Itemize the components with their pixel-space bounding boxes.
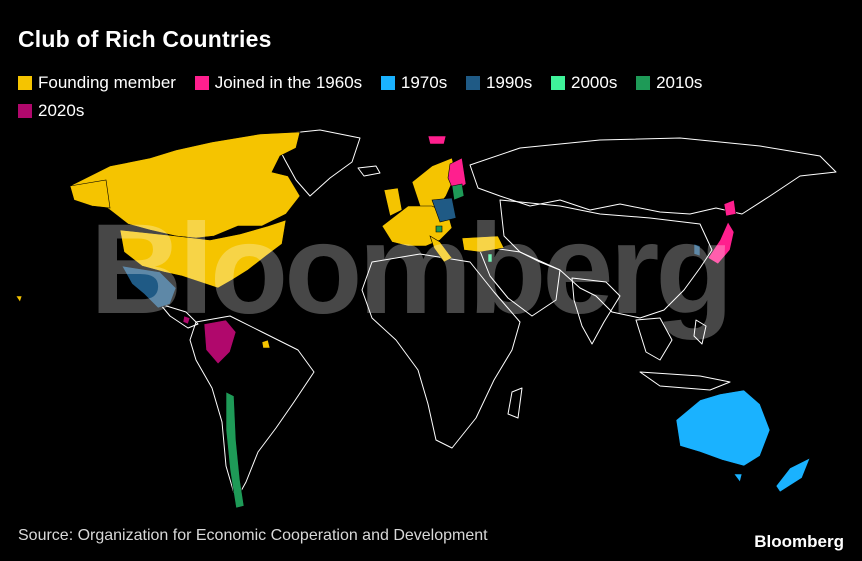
country-italy bbox=[429, 235, 453, 263]
brand-logo: Bloomberg bbox=[754, 532, 844, 551]
legend-item-1960s: Joined in the 1960s bbox=[194, 70, 363, 96]
country-turkey bbox=[461, 235, 505, 253]
legend-label: 1970s bbox=[400, 73, 448, 92]
region-madagascar bbox=[507, 387, 523, 419]
legend-swatch bbox=[380, 76, 395, 90]
legend: Founding member Joined in the 1960s 1970… bbox=[18, 70, 798, 126]
country-mexico bbox=[121, 265, 177, 309]
legend-label: 2000s bbox=[571, 73, 618, 92]
country-alaska bbox=[69, 179, 111, 209]
country-new-zealand bbox=[775, 457, 811, 493]
legend-label: Joined in the 1960s bbox=[214, 73, 363, 92]
region-indonesia bbox=[639, 371, 731, 391]
country-united-states bbox=[119, 219, 287, 289]
legend-swatch bbox=[18, 76, 32, 90]
country-guyana-region bbox=[261, 339, 271, 349]
region-middle-east bbox=[477, 245, 561, 317]
world-map bbox=[15, 129, 837, 509]
country-western-europe bbox=[381, 205, 453, 247]
country-denmark bbox=[427, 135, 447, 145]
legend-swatch bbox=[465, 76, 480, 90]
legend-swatch bbox=[636, 76, 651, 90]
legend-swatch bbox=[194, 76, 209, 90]
legend-item-2020s: 2020s bbox=[18, 98, 84, 124]
country-costa-rica bbox=[182, 315, 191, 325]
country-tasmania bbox=[733, 473, 743, 483]
legend-swatch bbox=[18, 104, 32, 118]
legend-item-2000s: 2000s bbox=[551, 70, 617, 96]
country-poland-central-europe bbox=[431, 197, 457, 223]
region-asia bbox=[499, 199, 713, 319]
region-central-america bbox=[159, 303, 199, 329]
region-iceland bbox=[357, 165, 381, 177]
legend-swatch bbox=[551, 76, 566, 90]
legend-label: Founding member bbox=[38, 73, 176, 92]
region-greenland bbox=[271, 129, 361, 197]
country-australia bbox=[675, 389, 771, 467]
country-slovenia bbox=[435, 225, 443, 233]
region-philippines bbox=[693, 319, 707, 345]
legend-label: 2020s bbox=[38, 101, 85, 120]
country-hawaii bbox=[15, 295, 23, 303]
country-japan-north bbox=[723, 199, 737, 217]
region-south-america bbox=[189, 315, 315, 501]
country-south-korea bbox=[693, 243, 701, 257]
legend-label: 2010s bbox=[656, 73, 703, 92]
country-estonia-latvia bbox=[451, 183, 465, 201]
country-uk bbox=[383, 187, 403, 217]
source-note: Source: Organization for Economic Cooper… bbox=[18, 527, 488, 544]
legend-item-2010s: 2010s bbox=[636, 70, 702, 96]
country-israel bbox=[487, 253, 493, 263]
country-japan bbox=[707, 221, 735, 265]
region-africa bbox=[361, 253, 521, 449]
chart-title: Club of Rich Countries bbox=[18, 26, 272, 52]
region-se-asia bbox=[635, 317, 673, 361]
legend-item-1990s: 1990s bbox=[465, 70, 533, 96]
region-india bbox=[571, 277, 621, 345]
country-colombia bbox=[203, 319, 237, 365]
country-chile bbox=[225, 391, 245, 509]
legend-item-1970s: 1970s bbox=[380, 70, 448, 96]
legend-label: 1990s bbox=[485, 73, 533, 92]
country-canada bbox=[69, 131, 301, 239]
legend-item-founding: Founding member bbox=[18, 70, 176, 96]
